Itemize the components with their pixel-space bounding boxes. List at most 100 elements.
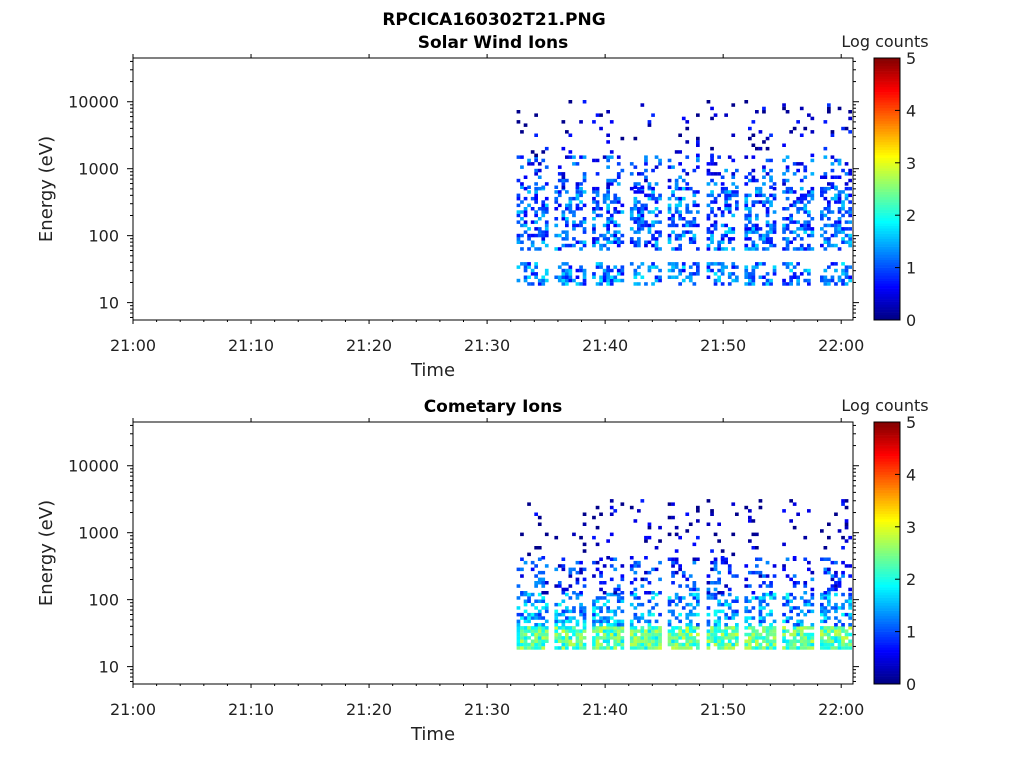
heatmap-cell [751, 272, 756, 276]
heatmap-cell [820, 557, 824, 561]
heatmap-cell [796, 220, 800, 224]
heatmap-cell [530, 632, 535, 637]
heatmap-cell [769, 581, 773, 585]
heatmap-cell [765, 220, 770, 224]
heatmap-cell [706, 587, 711, 592]
heatmap-cell [803, 220, 808, 224]
heatmap-cell [523, 639, 528, 643]
heatmap-cell [748, 178, 752, 183]
heatmap-cell [696, 265, 700, 269]
heatmap-cell [688, 186, 693, 191]
heatmap-cell [606, 539, 610, 543]
heatmap-cell [599, 282, 603, 286]
heatmap-cell [807, 560, 811, 565]
heatmap-cell [692, 237, 697, 241]
heatmap-cell [837, 639, 842, 643]
colorbar-segment [874, 532, 900, 535]
colorbar-segment [874, 550, 900, 554]
heatmap-cell [565, 592, 569, 597]
heatmap-cell [575, 162, 580, 166]
heatmap-cell [830, 162, 835, 166]
heatmap-cell [807, 210, 811, 214]
heatmap-cell [803, 207, 808, 211]
heatmap-cell [620, 642, 625, 647]
heatmap-cell [537, 626, 542, 630]
heatmap-cell [710, 153, 714, 158]
heatmap-cell [772, 272, 777, 276]
heatmap-cell [620, 278, 625, 283]
heatmap-cell [782, 230, 786, 234]
heatmap-cell [606, 217, 610, 221]
heatmap-cell [827, 106, 831, 111]
heatmap-cell [629, 626, 634, 630]
heatmap-cell [713, 227, 718, 231]
heatmap-cell [595, 505, 600, 510]
heatmap-cell [654, 220, 659, 224]
heatmap-cell [706, 162, 711, 166]
heatmap-cell [762, 168, 766, 173]
heatmap-cell [769, 591, 773, 595]
heatmap-cell [609, 275, 614, 279]
heatmap-cell [820, 596, 824, 600]
heatmap-cell [755, 230, 759, 234]
heatmap-cell [748, 599, 752, 603]
heatmap-cell [644, 193, 648, 198]
heatmap-cell [830, 626, 835, 630]
heatmap-cell [782, 158, 786, 163]
heatmap-cell [796, 200, 800, 204]
heatmap-cell [792, 265, 797, 269]
heatmap-cell [609, 564, 614, 568]
heatmap-cell [565, 155, 569, 159]
heatmap-cell [769, 227, 773, 231]
heatmap-cell [827, 200, 831, 204]
heatmap-cell [640, 636, 645, 640]
heatmap-cell [544, 636, 549, 640]
heatmap-cell [841, 203, 845, 208]
heatmap-cell [523, 619, 528, 624]
heatmap-cell [606, 556, 610, 560]
heatmap-cell [713, 200, 718, 204]
heatmap-cell [561, 175, 566, 179]
heatmap-cell [554, 629, 559, 633]
heatmap-cell [823, 172, 828, 176]
heatmap-cell [654, 196, 659, 201]
heatmap-cell [789, 632, 793, 637]
heatmap-cell [637, 182, 641, 186]
heatmap-cell [799, 642, 804, 647]
heatmap-cell [613, 210, 618, 214]
heatmap-cell [803, 646, 808, 650]
heatmap-cell [647, 619, 652, 624]
heatmap-cell [554, 616, 559, 620]
heatmap-cell [710, 155, 714, 159]
heatmap-cell [731, 103, 736, 107]
heatmap-cells [516, 100, 852, 286]
heatmap-cell [575, 632, 580, 637]
heatmap-cell [782, 646, 786, 650]
heatmap-cell [696, 599, 700, 603]
heatmap-cell [568, 210, 573, 214]
heatmap-cell [765, 602, 770, 607]
colorbar-segment [874, 65, 900, 69]
heatmap-cell [640, 227, 645, 231]
heatmap-cell [848, 116, 852, 121]
heatmap-cell [792, 636, 797, 640]
colorbar-segment [874, 649, 900, 653]
colorbar-frame [873, 421, 901, 685]
heatmap-cell [748, 247, 752, 251]
heatmap-cell [717, 626, 721, 630]
heatmap-cell [706, 230, 711, 234]
heatmap-cell [541, 606, 546, 610]
heatmap-cell [534, 220, 538, 224]
heatmap-cell [696, 596, 700, 600]
heatmap-cell [595, 619, 600, 624]
heatmap-cell [629, 186, 634, 191]
heatmap-cell [613, 278, 618, 283]
heatmap-cell [599, 247, 603, 251]
heatmap-cell [688, 602, 693, 607]
heatmap-cell [706, 217, 711, 221]
heatmap-cell [582, 542, 587, 547]
colorbar-label: Log counts [841, 32, 928, 51]
heatmap-cell [658, 268, 662, 273]
heatmap-cell [820, 233, 824, 238]
heatmap-cell [685, 616, 690, 620]
